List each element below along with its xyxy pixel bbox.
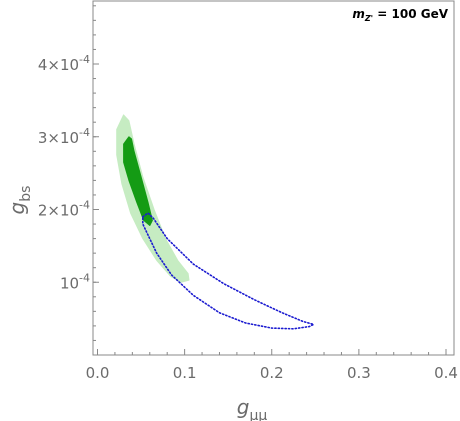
region-2 [123, 136, 153, 226]
x-tick-label: 0.0 [86, 364, 110, 382]
x-tick-label: 0.4 [434, 364, 458, 382]
x-axis: 0.0 0.1 0.2 0.3 0.4 [86, 349, 458, 382]
region-3 [142, 212, 315, 330]
y-tick-label: 3×10-4 [38, 126, 90, 147]
y-axis: 10-4 2×10-4 3×10-4 4×10-4 [38, 5, 99, 341]
plot-frame [92, 0, 455, 356]
x-tick-label: 0.3 [347, 364, 371, 382]
y-axis-label: gbs [5, 186, 34, 215]
y-tick-label: 10-4 [60, 271, 90, 292]
regions-layer [116, 114, 315, 330]
x-axis-label: gμμ [237, 395, 268, 421]
x-tick-label: 0.1 [173, 364, 197, 382]
x-tick-label: 0.2 [260, 364, 284, 382]
mass-annotation: mZ' = 100 GeV [352, 7, 448, 23]
y-tick-label: 2×10-4 [38, 199, 90, 220]
y-tick-label: 4×10-4 [38, 53, 90, 74]
